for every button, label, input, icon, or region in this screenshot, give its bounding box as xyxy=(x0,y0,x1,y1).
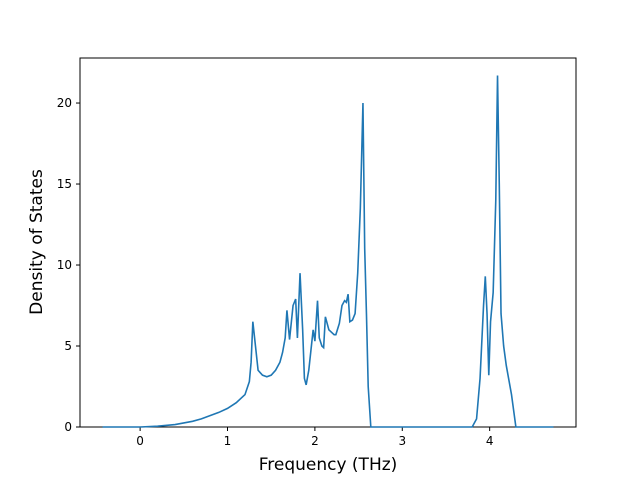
x-tick-label: 3 xyxy=(398,434,406,448)
line xyxy=(102,75,554,428)
x-tick-label: 4 xyxy=(486,434,494,448)
plot-frame xyxy=(79,57,577,428)
y-tick-label: 20 xyxy=(57,96,72,110)
y-axis-label: Density of States xyxy=(27,169,47,315)
y-tick-label: 10 xyxy=(57,258,72,272)
y-tick-label: 5 xyxy=(64,339,72,353)
x-axis-label: Frequency (THz) xyxy=(259,455,398,475)
y-tick-label: 15 xyxy=(57,177,72,191)
x-tick-label: 0 xyxy=(136,434,144,448)
x-tick-label: 1 xyxy=(224,434,232,448)
x-tick-label: 2 xyxy=(311,434,319,448)
y-tick-label: 0 xyxy=(64,420,72,434)
